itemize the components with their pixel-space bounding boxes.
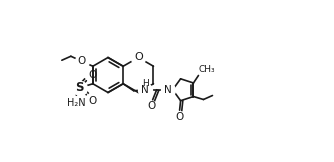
Text: N: N bbox=[141, 85, 149, 95]
Text: CH₃: CH₃ bbox=[199, 65, 215, 74]
Text: H: H bbox=[142, 79, 149, 88]
Text: S: S bbox=[75, 81, 84, 94]
Text: N: N bbox=[164, 85, 172, 95]
Text: O: O bbox=[78, 56, 86, 66]
Text: O: O bbox=[148, 101, 156, 111]
Text: O: O bbox=[175, 112, 184, 122]
Text: O: O bbox=[89, 70, 97, 80]
Text: O: O bbox=[134, 52, 143, 63]
Text: O: O bbox=[89, 96, 97, 106]
Text: H₂N: H₂N bbox=[66, 98, 85, 108]
